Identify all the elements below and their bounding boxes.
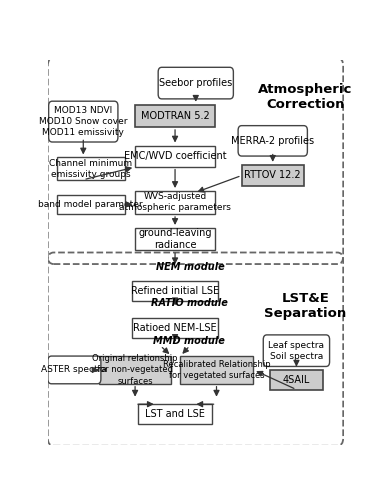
FancyBboxPatch shape bbox=[49, 101, 118, 142]
Text: LST and LSE: LST and LSE bbox=[145, 409, 205, 419]
FancyBboxPatch shape bbox=[135, 104, 215, 127]
FancyBboxPatch shape bbox=[180, 356, 253, 384]
Text: MODTRAN 5.2: MODTRAN 5.2 bbox=[141, 111, 209, 121]
FancyBboxPatch shape bbox=[242, 165, 304, 186]
Text: ground-leaving
radiance: ground-leaving radiance bbox=[138, 228, 212, 250]
Text: Seebor profiles: Seebor profiles bbox=[159, 78, 232, 88]
FancyBboxPatch shape bbox=[99, 356, 172, 384]
FancyBboxPatch shape bbox=[138, 404, 212, 424]
Text: 4SAIL: 4SAIL bbox=[283, 374, 310, 384]
Text: Refined initial LSE: Refined initial LSE bbox=[131, 286, 219, 296]
FancyBboxPatch shape bbox=[132, 318, 218, 338]
Text: MERRA-2 profiles: MERRA-2 profiles bbox=[231, 136, 314, 146]
Text: ASTER spectra: ASTER spectra bbox=[42, 366, 107, 374]
Text: LST&E
Separation: LST&E Separation bbox=[264, 292, 346, 320]
Text: Recalibrated Relationship
for vegetated surfaces: Recalibrated Relationship for vegetated … bbox=[163, 360, 270, 380]
FancyBboxPatch shape bbox=[263, 335, 330, 366]
Text: NEM module: NEM module bbox=[156, 262, 225, 272]
Text: Original relationship
for non-vegetated
surfaces: Original relationship for non-vegetated … bbox=[92, 354, 178, 386]
Text: MMD module: MMD module bbox=[153, 336, 225, 345]
Text: Channel minimum
emissivity groups: Channel minimum emissivity groups bbox=[49, 158, 132, 178]
FancyBboxPatch shape bbox=[135, 191, 215, 214]
FancyBboxPatch shape bbox=[57, 158, 125, 180]
FancyBboxPatch shape bbox=[135, 146, 215, 167]
FancyBboxPatch shape bbox=[57, 194, 125, 214]
Text: Leaf spectra
Soil spectra: Leaf spectra Soil spectra bbox=[269, 340, 324, 360]
Text: EMC/WVD coefficient: EMC/WVD coefficient bbox=[124, 151, 227, 161]
FancyBboxPatch shape bbox=[135, 228, 215, 250]
Text: Ratioed NEM-LSE: Ratioed NEM-LSE bbox=[133, 322, 217, 332]
FancyBboxPatch shape bbox=[158, 68, 233, 99]
Text: MOD13 NDVI
MOD10 Snow cover
MOD11 emissivity: MOD13 NDVI MOD10 Snow cover MOD11 emissi… bbox=[39, 106, 128, 137]
FancyBboxPatch shape bbox=[48, 356, 101, 384]
Text: Atmospheric
Correction: Atmospheric Correction bbox=[258, 82, 353, 110]
Text: RATIO module: RATIO module bbox=[151, 298, 228, 308]
FancyBboxPatch shape bbox=[270, 370, 323, 390]
Text: WVS-adjusted
atmospheric parameters: WVS-adjusted atmospheric parameters bbox=[119, 192, 231, 212]
FancyBboxPatch shape bbox=[132, 281, 218, 301]
Text: band model parameter: band model parameter bbox=[38, 200, 143, 209]
FancyBboxPatch shape bbox=[238, 126, 308, 156]
Text: RTTOV 12.2: RTTOV 12.2 bbox=[244, 170, 301, 180]
